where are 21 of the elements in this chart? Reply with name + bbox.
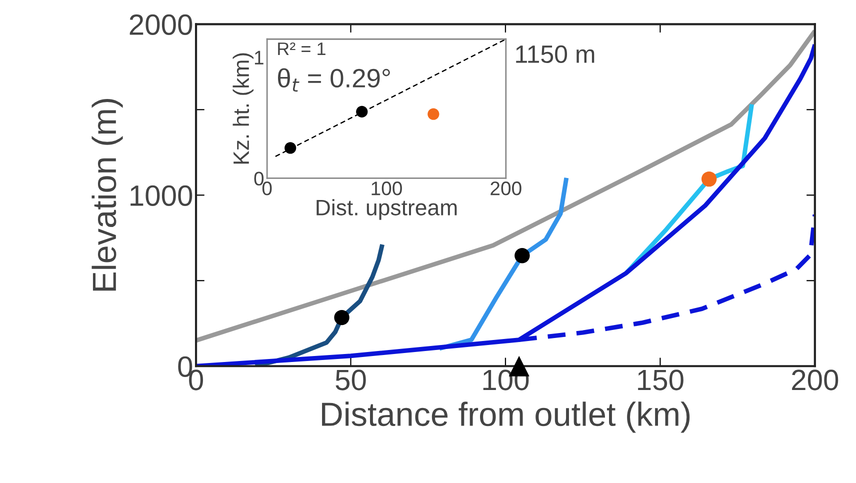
- y-tick-label: 2000: [130, 14, 192, 36]
- x-tick-label: 100: [372, 182, 402, 196]
- annotation: 1150 m: [516, 45, 594, 64]
- x-axis-title: Dist. upstream: [316, 199, 457, 220]
- y-tick-label: 1: [254, 50, 264, 64]
- point: [514, 248, 530, 264]
- point: [356, 106, 368, 118]
- x-axis-title: Distance from outlet (km): [322, 402, 690, 433]
- x-tick-label: 200: [792, 370, 838, 390]
- y-tick-label: 1000: [130, 185, 192, 206]
- y-axis-title: Kz. ht. (km): [232, 53, 254, 164]
- point: [428, 108, 440, 120]
- x-tick-label: 150: [638, 370, 684, 390]
- x-tick-label: 200: [490, 182, 522, 196]
- annotation: θ$_{t}$ = 0.29°: [278, 68, 390, 92]
- y-axis-title: Elevation (m): [92, 99, 123, 291]
- x-tick-label: 50: [336, 370, 366, 390]
- annotation: R² = 1: [278, 42, 326, 55]
- point: [284, 142, 296, 154]
- point: [334, 310, 350, 326]
- point: [701, 171, 717, 187]
